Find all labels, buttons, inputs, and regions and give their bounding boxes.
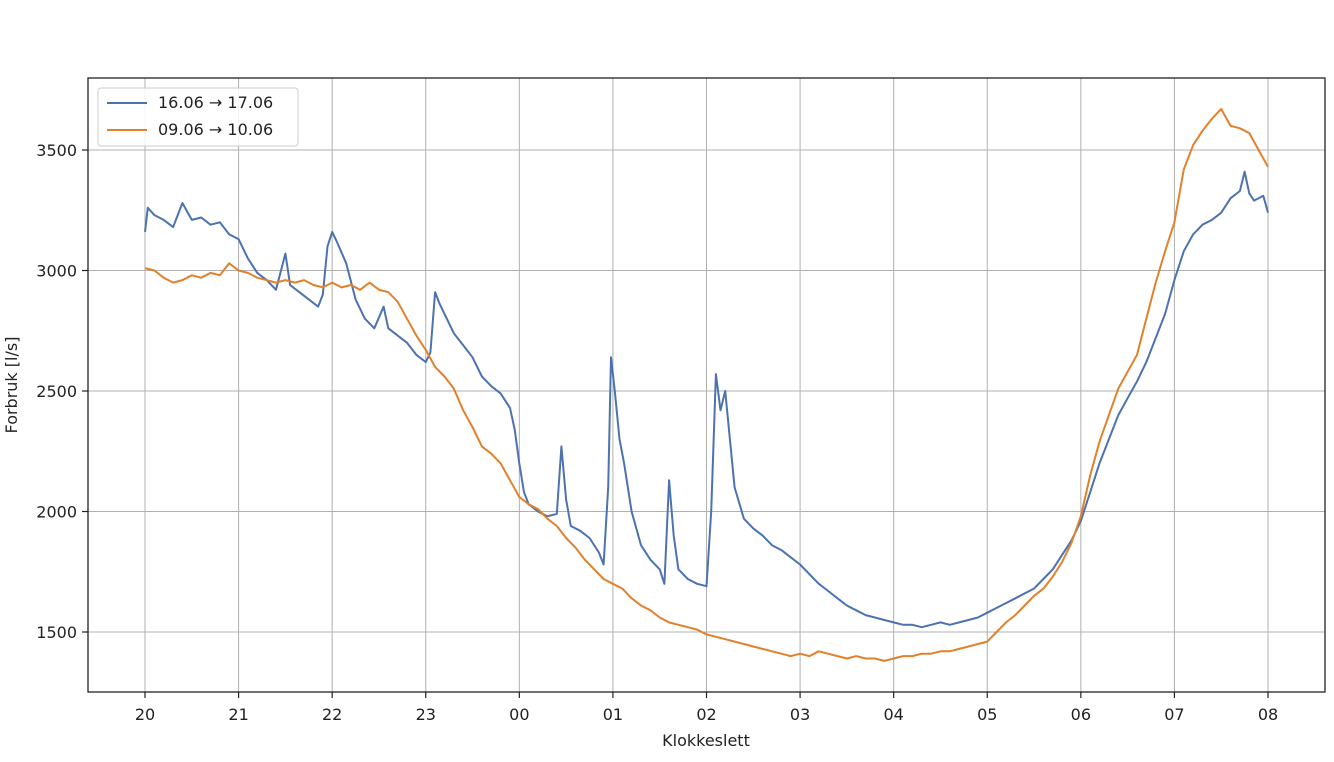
y-tick-label: 3000 xyxy=(36,262,77,281)
series-layer xyxy=(144,108,1269,662)
x-tick-label: 21 xyxy=(228,705,248,724)
y-tick-label: 3500 xyxy=(36,141,77,160)
x-tick-label: 08 xyxy=(1258,705,1278,724)
x-tick-label: 23 xyxy=(416,705,436,724)
y-tick-label: 1500 xyxy=(36,623,77,642)
x-tick-label: 22 xyxy=(322,705,342,724)
legend-label-series-2: 09.06 → 10.06 xyxy=(158,120,273,139)
y-axis: 1500 2000 2500 3000 3500 xyxy=(36,141,88,642)
x-tick-label: 03 xyxy=(790,705,810,724)
x-axis-label: Klokkeslett xyxy=(662,731,750,750)
x-tick-label: 00 xyxy=(509,705,529,724)
x-axis: 20 21 22 23 00 01 02 03 04 05 06 07 08 xyxy=(135,692,1278,724)
legend-box xyxy=(97,87,299,147)
y-tick-label: 2000 xyxy=(36,503,77,522)
x-tick-label: 06 xyxy=(1071,705,1091,724)
series-line-2 xyxy=(144,108,1269,662)
x-tick-label: 20 xyxy=(135,705,155,724)
x-tick-label: 07 xyxy=(1164,705,1184,724)
y-axis-label: Forbruk [l/s] xyxy=(2,337,21,434)
x-tick-label: 05 xyxy=(977,705,997,724)
x-tick-label: 04 xyxy=(883,705,903,724)
x-tick-label: 01 xyxy=(603,705,623,724)
x-tick-label: 02 xyxy=(696,705,716,724)
legend-label-series-1: 16.06 → 17.06 xyxy=(158,93,273,112)
y-tick-label: 2500 xyxy=(36,382,77,401)
legend: 16.06 → 17.06 09.06 → 10.06 xyxy=(97,87,299,147)
grid-lines xyxy=(88,78,1325,692)
